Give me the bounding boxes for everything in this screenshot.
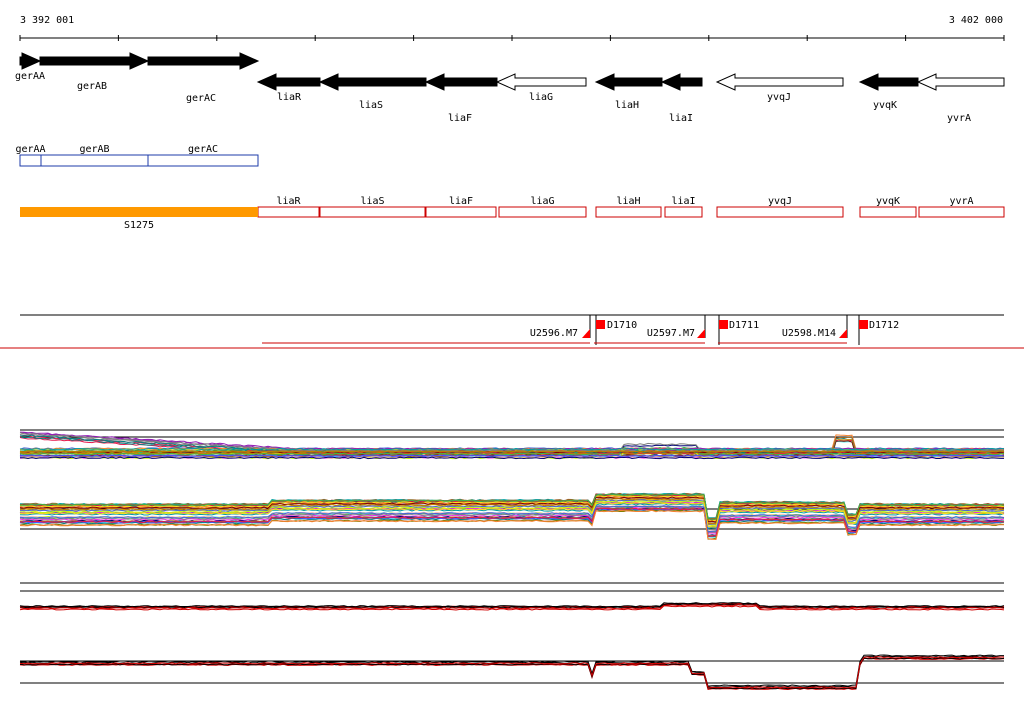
- gene-arrow-gerAB[interactable]: [39, 52, 150, 70]
- segment-box-yvrA[interactable]: [918, 206, 1005, 218]
- segment-label-liaS: liaS: [360, 196, 384, 207]
- annotation-box-gerAB[interactable]: [40, 154, 149, 167]
- gene-arrow-liaI[interactable]: [660, 73, 703, 91]
- gene-track: gerAA gerAB gerAC liaR liaS liaF liaG liaH liaI y…: [15, 52, 1005, 124]
- segment-label-liaR: liaR: [276, 196, 301, 207]
- orange-segment[interactable]: S1275: [20, 207, 258, 231]
- expression-profile-line: [19, 454, 1005, 458]
- gene-label-liaH: liaH: [615, 100, 639, 111]
- segment-box-liaR[interactable]: [257, 206, 320, 218]
- summary-panel-upper: [19, 582, 1005, 611]
- gene-arrow-liaG[interactable]: [495, 73, 587, 91]
- segment-box-liaI[interactable]: [664, 206, 703, 218]
- segment-label-yvrA: yvrA: [949, 196, 973, 207]
- expression-profile-line: [19, 500, 1005, 528]
- ruler-ticks: [19, 35, 1005, 41]
- expression-profile-line: [19, 502, 1005, 528]
- gene-arrow-liaH[interactable]: [594, 73, 663, 91]
- promoter-left-label: U2598.M14: [782, 328, 836, 339]
- gene-arrow-yvrA[interactable]: [916, 73, 1005, 91]
- gene-label-liaR: liaR: [277, 92, 302, 103]
- expression-profile-line: [19, 496, 1005, 523]
- promoter-right-label: D1710: [607, 320, 637, 331]
- summary-panel-lower: [19, 654, 1005, 691]
- promoter-left-label: U2597.M7: [647, 328, 695, 339]
- promoter-square-marker[interactable]: [596, 320, 605, 329]
- ruler-end-label: 3 402 000: [949, 15, 1003, 26]
- expression-profile-line: [19, 505, 1004, 533]
- coordinate-ruler: 3 392 001 3 402 000: [19, 15, 1005, 41]
- segment-label-liaG: liaG: [530, 196, 554, 207]
- promoter-triangle-marker: [839, 329, 847, 338]
- expression-profile-line: [19, 456, 1004, 460]
- gene-label-gerAC: gerAC: [186, 93, 216, 104]
- expression-profile-line: [19, 657, 1005, 690]
- gene-arrow-liaS[interactable]: [318, 73, 427, 91]
- expression-profile-line: [19, 502, 1005, 530]
- promoter-right-label: D1712: [869, 320, 899, 331]
- annotation-track: gerAA gerAB gerAC: [15, 144, 259, 167]
- expression-profile-line: [19, 656, 1004, 689]
- gene-arrow-gerAA[interactable]: [19, 52, 42, 70]
- promoter-square-marker[interactable]: [859, 320, 868, 329]
- expression-profile-line: [19, 507, 1005, 537]
- segment-label-liaI: liaI: [671, 196, 695, 207]
- expression-profile-line: [19, 447, 1004, 451]
- gene-label-liaI: liaI: [669, 113, 693, 124]
- gene-arrow-liaF[interactable]: [424, 73, 498, 91]
- segment-box-yvqK[interactable]: [859, 206, 917, 218]
- expression-profile-line: [19, 498, 1004, 525]
- gene-label-yvrA: yvrA: [947, 113, 971, 124]
- expression-panel-upper: [19, 429, 1005, 460]
- segment-label-yvqK: yvqK: [876, 196, 900, 207]
- gene-arrow-yvqJ[interactable]: [715, 73, 844, 91]
- promoter-square-marker[interactable]: [719, 320, 728, 329]
- segment-box-liaG[interactable]: [498, 206, 587, 218]
- segment-label-liaH: liaH: [616, 196, 640, 207]
- segment-label-liaF: liaF: [449, 196, 473, 207]
- gene-label-liaF: liaF: [448, 113, 472, 124]
- segment-box-liaH[interactable]: [595, 206, 662, 218]
- annotation-label-gerAC: gerAC: [188, 144, 218, 155]
- gene-label-yvqK: yvqK: [873, 100, 897, 111]
- annotation-label-gerAA: gerAA: [15, 144, 45, 155]
- expression-profile-line: [19, 450, 1005, 453]
- expression-profile-line: [19, 437, 1005, 455]
- gene-label-liaS: liaS: [359, 100, 383, 111]
- segment-label-yvqJ: yvqJ: [768, 196, 792, 207]
- expression-profile-line: [20, 493, 1005, 520]
- orange-segment-bar[interactable]: [20, 207, 258, 217]
- annotation-label-gerAB: gerAB: [79, 144, 109, 155]
- promoter-triangle-marker: [582, 329, 590, 338]
- annotation-box-gerAA[interactable]: [19, 154, 42, 167]
- expression-profile-line: [19, 505, 1005, 533]
- gene-label-liaG: liaG: [529, 92, 553, 103]
- expression-profile-line: [19, 507, 1005, 537]
- promoter-left-label: U2596.M7: [530, 328, 578, 339]
- promoter-triangle-marker: [697, 329, 705, 338]
- gene-arrow-yvqK[interactable]: [858, 73, 919, 91]
- segment-track: liaR liaS liaF liaG liaH liaI yvqJ yvqK yvrA: [257, 196, 1005, 218]
- expression-profile-line: [19, 604, 1005, 610]
- promoter-track: U2596.M7 D1710 U2597.M7 D1711 U2598.M14 D1712: [20, 314, 1004, 345]
- gene-label-yvqJ: yvqJ: [767, 92, 791, 103]
- orange-segment-label: S1275: [124, 220, 154, 231]
- gene-arrow-liaR[interactable]: [256, 73, 321, 91]
- expression-profile-line: [19, 603, 1005, 609]
- gene-label-gerAB: gerAB: [77, 81, 107, 92]
- segment-box-yvqJ[interactable]: [716, 206, 844, 218]
- expression-profile-line: [19, 602, 1005, 608]
- expression-profile-line: [19, 509, 1004, 541]
- segment-box-liaS[interactable]: [319, 206, 426, 218]
- expression-panel-lower: [19, 492, 1005, 541]
- annotation-box-gerAC[interactable]: [147, 154, 259, 167]
- segment-box-liaF[interactable]: [425, 206, 497, 218]
- gene-arrow-gerAC[interactable]: [147, 52, 260, 70]
- expression-profile-line: [19, 654, 1004, 687]
- ruler-start-label: 3 392 001: [20, 15, 74, 26]
- gene-label-gerAA: gerAA: [15, 71, 45, 82]
- promoter-right-label: D1711: [729, 320, 759, 331]
- expression-profile-line: [19, 446, 1005, 456]
